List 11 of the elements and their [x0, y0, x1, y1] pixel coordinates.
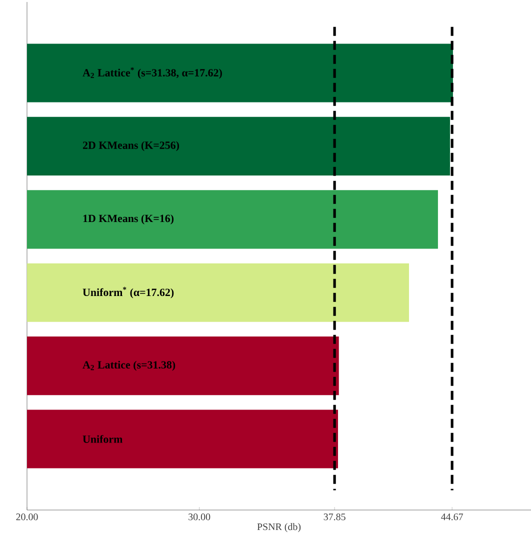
y-tick-label: A$_{2}$ Lattice$^{*}$ (s=31.38, α=17.62)	[82, 67, 222, 79]
y-tick-label: 1D KMeans (K=16)	[83, 214, 174, 224]
y-tick-label: 2D KMeans (K=256)	[82, 141, 179, 152]
x-tick-label: 44.67	[441, 514, 464, 520]
x-axis-title: PSNR (db)	[257, 523, 301, 532]
x-tick-label: 37.85	[324, 514, 346, 520]
x-tick-label: 30.00	[188, 514, 210, 520]
x-tick-label: 20.00	[16, 514, 38, 520]
y-tick-label: Uniform	[82, 435, 123, 443]
y-tick-label: A$_{2}$ Lattice (s=31.38)	[82, 360, 176, 371]
y-tick-label: Uniform$^{*}$ (α=17.62)	[82, 286, 174, 298]
